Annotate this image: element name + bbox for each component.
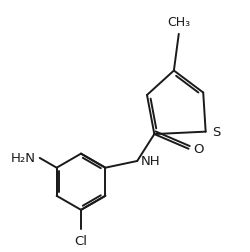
Text: Cl: Cl xyxy=(74,234,88,247)
Text: NH: NH xyxy=(141,154,161,167)
Text: H₂N: H₂N xyxy=(10,152,35,165)
Text: S: S xyxy=(212,126,220,139)
Text: CH₃: CH₃ xyxy=(167,16,190,29)
Text: O: O xyxy=(193,143,203,156)
